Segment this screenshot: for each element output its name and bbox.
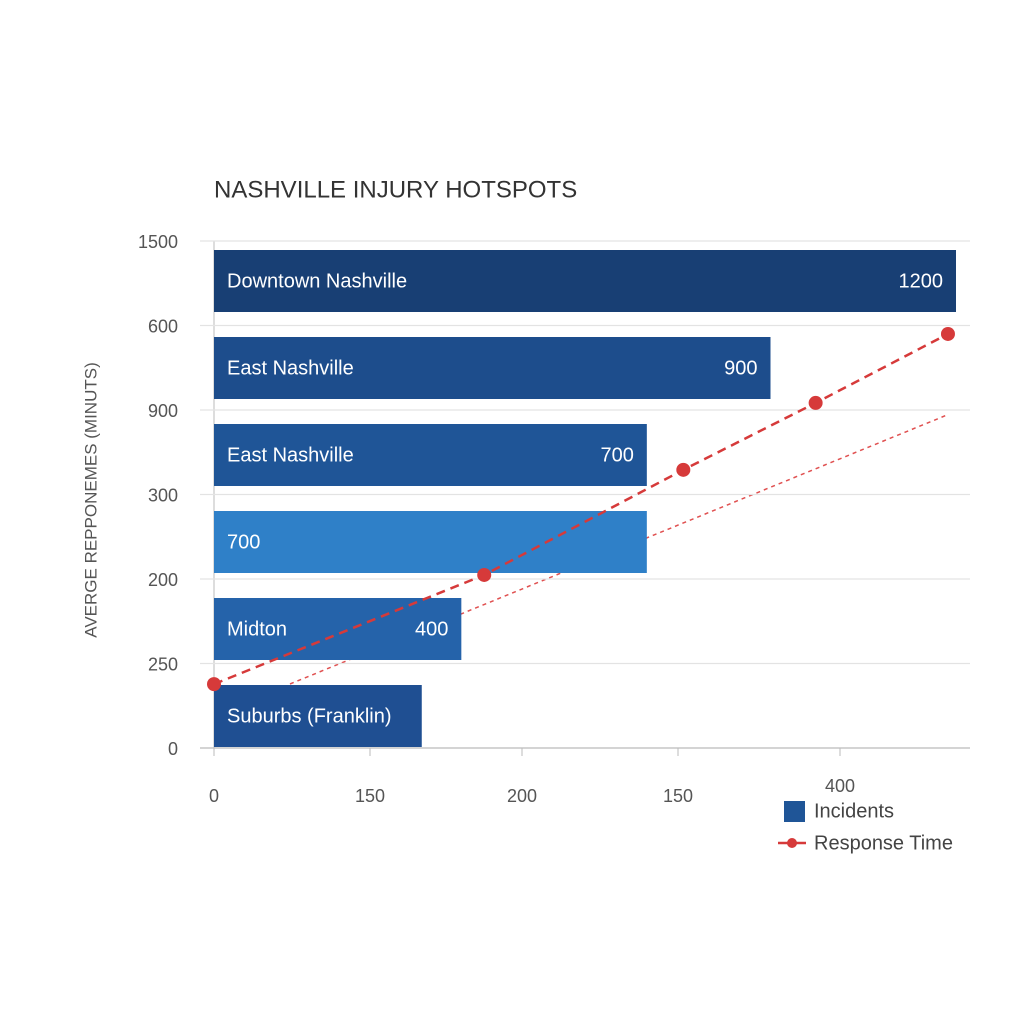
y-tick-label: 200 (148, 570, 178, 590)
x-tick-label: 0 (209, 786, 219, 806)
chart-title: NASHVILLE INJURY HOTSPOTS (214, 176, 577, 203)
bar (214, 337, 771, 399)
y-tick-label: 600 (148, 316, 178, 336)
line-point (808, 395, 823, 410)
x-tick-label: 400 (825, 776, 855, 796)
bar-category-label: East Nashville (227, 357, 354, 379)
y-tick-label: 0 (168, 739, 178, 759)
bar (214, 685, 422, 747)
x-tick-label: 150 (355, 786, 385, 806)
legend-swatch (787, 838, 797, 848)
bar-category-label: Downtown Nashville (227, 270, 407, 292)
legend-label: Response Time (814, 832, 953, 854)
data-label: 700 (227, 531, 260, 553)
y-tick-label: 1500 (138, 232, 178, 252)
bar (214, 511, 647, 573)
bar-category-label: Suburbs (Franklin) (227, 705, 392, 727)
line-point (477, 567, 492, 582)
bar (214, 424, 647, 486)
line-point (207, 677, 221, 692)
data-label: 1200 (899, 270, 944, 292)
bar (214, 598, 462, 660)
y-tick-label: 300 (148, 485, 178, 505)
data-label: 700 (600, 444, 633, 466)
bar (214, 250, 956, 312)
legend-label: Incidents (814, 800, 894, 822)
bar-category-label: East Nashville (227, 444, 354, 466)
y-tick-label: 900 (148, 401, 178, 421)
bar-category-label: Midton (227, 618, 287, 640)
y-axis-label: AVERGE REPPONEMES (MINUTS) (81, 362, 100, 638)
line-point (940, 326, 955, 341)
y-tick-label: 250 (148, 654, 178, 674)
x-tick-label: 150 (663, 786, 693, 806)
data-label: 400 (415, 618, 448, 640)
x-tick-label: 200 (507, 786, 537, 806)
data-label: 900 (724, 357, 757, 379)
line-point (676, 462, 691, 477)
legend-swatch (784, 801, 805, 822)
